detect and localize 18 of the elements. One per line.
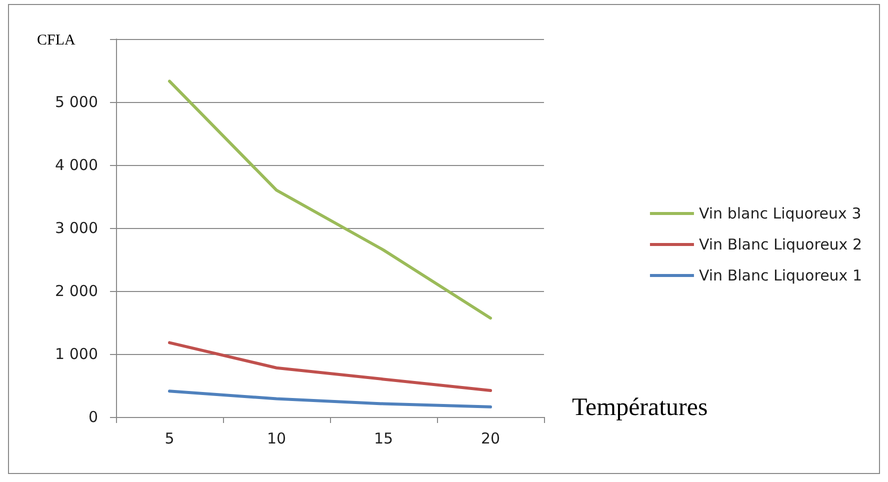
legend-label: Vin Blanc Liquoreux 2: [698, 236, 862, 254]
x-tick-label: 20: [480, 430, 500, 448]
y-tick-label: 1 000: [55, 345, 98, 363]
x-tick-label: 15: [374, 430, 394, 448]
line-series: [168, 341, 492, 392]
y-axis-title: CFLA: [37, 32, 76, 48]
y-tick-label: 0: [88, 408, 98, 426]
line-series: [168, 390, 492, 408]
y-tick-label: 5 000: [55, 93, 98, 111]
legend-label: Vin blanc Liquoreux 3: [698, 204, 862, 222]
y-tick-label: 2 000: [55, 282, 98, 300]
y-tick-label: 4 000: [55, 156, 98, 174]
legend-label: Vin Blanc Liquoreux 1: [698, 266, 862, 284]
x-axis-title: Températures: [572, 394, 708, 421]
x-tick-label: 5: [164, 430, 174, 448]
y-tick-label: 3 000: [55, 219, 98, 237]
x-tick-label: 10: [266, 430, 286, 448]
line-series: [168, 80, 492, 320]
